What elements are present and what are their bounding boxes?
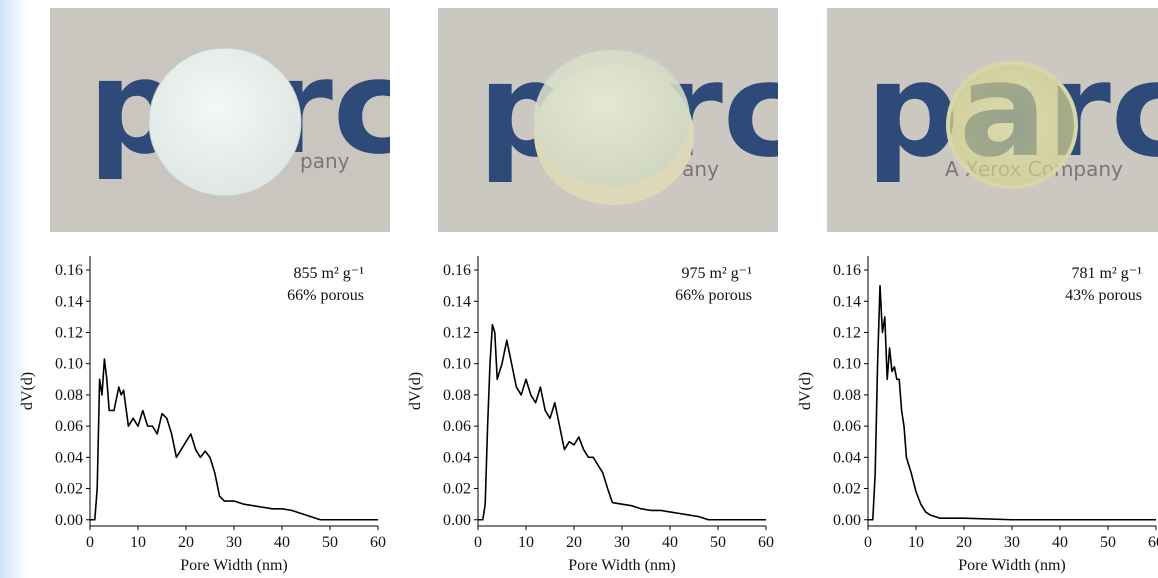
x-tick-label: 30 [614, 534, 630, 551]
y-tick-label: 0.06 [443, 418, 471, 435]
y-tick-label: 0.00 [833, 512, 861, 529]
y-tick-label: 0.12 [55, 324, 83, 341]
y-tick-label: 0.16 [443, 262, 471, 279]
x-tick-label: 50 [710, 534, 726, 551]
sample-disc [946, 61, 1078, 189]
annotation: 975 m² g⁻¹ [682, 265, 753, 282]
data-line [868, 284, 1156, 521]
sample-disc [534, 50, 690, 186]
y-tick-label: 0.14 [55, 293, 83, 310]
y-axis-label: dV(d) [407, 372, 424, 410]
x-tick-label: 0 [474, 534, 482, 551]
y-tick-label: 0.12 [833, 324, 861, 341]
photo: parc pany [50, 8, 390, 232]
x-axis-label: Pore Width (nm) [568, 557, 676, 574]
y-tick-label: 0.16 [55, 262, 83, 279]
x-tick-label: 0 [864, 534, 872, 551]
y-tick-label: 0.00 [443, 512, 471, 529]
y-axis-label: dV(d) [797, 372, 814, 410]
x-tick-label: 0 [86, 534, 94, 551]
x-tick-label: 60 [370, 534, 386, 551]
y-axis-label: dV(d) [19, 372, 36, 410]
y-tick-label: 0.08 [443, 387, 471, 404]
sample-disc [148, 47, 302, 197]
y-tick-label: 0.14 [443, 293, 471, 310]
annotation: 781 m² g⁻¹ [1072, 265, 1143, 282]
y-tick-label: 0.10 [55, 356, 83, 373]
photo: parc mpany [438, 8, 778, 232]
x-tick-label: 10 [908, 534, 924, 551]
annotation: 66% porous [675, 287, 752, 304]
x-tick-label: 10 [518, 534, 534, 551]
y-tick-label: 0.06 [55, 418, 83, 435]
x-tick-label: 40 [1052, 534, 1068, 551]
y-tick-label: 0.02 [833, 481, 861, 498]
y-tick-label: 0.04 [833, 449, 861, 466]
x-tick-label: 30 [226, 534, 242, 551]
annotation: 43% porous [1065, 287, 1142, 304]
y-tick-label: 0.08 [55, 387, 83, 404]
data-line [90, 358, 378, 521]
x-tick-label: 60 [758, 534, 774, 551]
y-tick-label: 0.00 [55, 512, 83, 529]
y-tick-label: 0.16 [833, 262, 861, 279]
x-tick-label: 50 [322, 534, 338, 551]
annotation: 66% porous [287, 287, 364, 304]
x-tick-label: 40 [274, 534, 290, 551]
x-tick-label: 20 [178, 534, 194, 551]
photo: parc A Xerox Company [827, 8, 1158, 232]
x-axis-label: Pore Width (nm) [958, 557, 1066, 574]
y-tick-label: 0.08 [833, 387, 861, 404]
x-tick-label: 20 [566, 534, 582, 551]
edge-shade [0, 0, 28, 578]
tagline: pany [300, 149, 350, 173]
y-tick-label: 0.14 [833, 293, 861, 310]
y-tick-label: 0.02 [55, 481, 83, 498]
x-tick-label: 40 [662, 534, 678, 551]
y-tick-label: 0.10 [443, 356, 471, 373]
x-tick-label: 10 [130, 534, 146, 551]
y-tick-label: 0.06 [833, 418, 861, 435]
data-line [478, 323, 766, 521]
x-tick-label: 20 [956, 534, 972, 551]
x-tick-label: 60 [1148, 534, 1158, 551]
y-tick-label: 0.12 [443, 324, 471, 341]
x-tick-label: 30 [1004, 534, 1020, 551]
x-tick-label: 50 [1100, 534, 1116, 551]
x-axis-label: Pore Width (nm) [180, 557, 288, 574]
y-tick-label: 0.04 [443, 449, 471, 466]
charts: 0.00 0.02 0.04 0.06 0.08 0.10 0.12 0.14 0.16 0 10 2… [19, 256, 1158, 574]
annotation: 855 m² g⁻¹ [294, 265, 365, 282]
y-tick-label: 0.02 [443, 481, 471, 498]
y-tick-label: 0.10 [833, 356, 861, 373]
y-tick-label: 0.04 [55, 449, 83, 466]
